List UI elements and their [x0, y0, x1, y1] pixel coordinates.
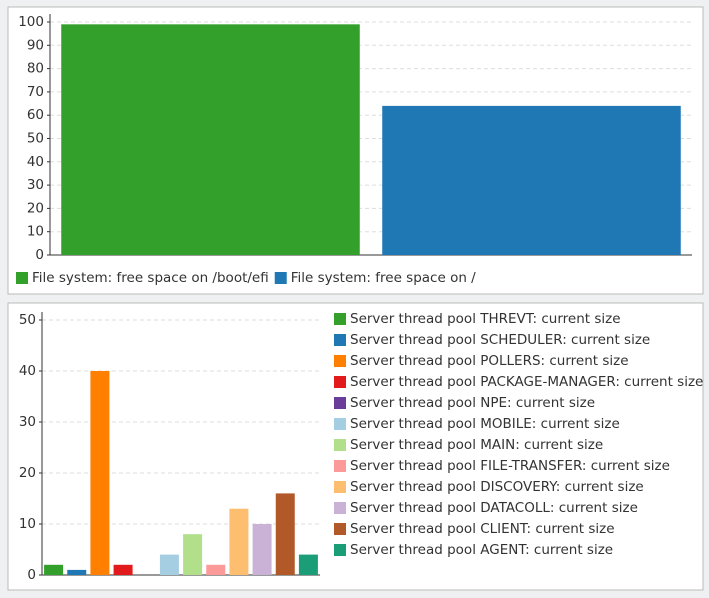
y-tick-label: 0	[27, 567, 36, 583]
legend-label: Server thread pool CLIENT: current size	[350, 521, 615, 537]
bar	[44, 564, 64, 575]
legend-swatch	[334, 502, 346, 514]
legend-swatch	[334, 439, 346, 451]
legend-label: Server thread pool MOBILE: current size	[350, 416, 620, 432]
legend-label: File system: free space on /boot/efi	[32, 270, 269, 286]
legend-label: Server thread pool DATACOLL: current siz…	[350, 500, 638, 516]
legend-label: File system: free space on /	[291, 270, 476, 286]
legend-label: Server thread pool THREVT: current size	[350, 311, 621, 327]
y-tick-label: 100	[18, 14, 44, 30]
bar	[275, 493, 295, 575]
legend-swatch	[334, 376, 346, 388]
legend-label: Server thread pool PACKAGE-MANAGER: curr…	[350, 374, 703, 390]
legend-swatch	[334, 313, 346, 325]
legend-label: Server thread pool FILE-TRANSFER: curren…	[350, 458, 670, 474]
legend-label: Server thread pool MAIN: current size	[350, 437, 603, 453]
bar	[90, 371, 110, 575]
legend-swatch	[334, 460, 346, 472]
bar	[382, 105, 681, 255]
y-tick-label: 60	[27, 107, 44, 123]
bar	[113, 564, 133, 575]
y-tick-label: 50	[19, 312, 36, 328]
y-tick-label: 90	[27, 37, 44, 53]
y-tick-label: 20	[27, 200, 44, 216]
legend-swatch	[334, 544, 346, 556]
bar	[67, 569, 87, 575]
bar	[159, 554, 179, 575]
legend-label: Server thread pool DISCOVERY: current si…	[350, 479, 644, 495]
legend-swatch	[16, 272, 28, 284]
legend-label: Server thread pool POLLERS: current size	[350, 353, 629, 369]
y-tick-label: 40	[27, 154, 44, 170]
y-tick-label: 30	[19, 414, 36, 430]
legend-swatch	[334, 481, 346, 493]
y-tick-label: 0	[35, 247, 44, 263]
bar	[206, 564, 226, 575]
legend-label: Server thread pool AGENT: current size	[350, 542, 613, 558]
legend-swatch	[334, 334, 346, 346]
bar	[61, 24, 360, 255]
y-tick-label: 10	[19, 516, 36, 532]
bar	[252, 524, 272, 575]
bar	[298, 554, 318, 575]
legend-label: Server thread pool SCHEDULER: current si…	[350, 332, 650, 348]
legend-swatch	[334, 523, 346, 535]
legend-swatch	[274, 272, 287, 284]
legend-swatch	[334, 418, 346, 430]
bar	[183, 534, 203, 575]
bar	[229, 508, 249, 575]
legend-label: Server thread pool NPE: current size	[350, 395, 595, 411]
y-tick-label: 80	[27, 61, 44, 77]
y-tick-label: 20	[19, 465, 36, 481]
panel	[7, 302, 704, 591]
y-tick-label: 30	[27, 177, 44, 193]
y-tick-label: 50	[27, 131, 44, 147]
y-tick-label: 10	[27, 224, 44, 240]
y-tick-label: 40	[19, 363, 36, 379]
legend-swatch	[334, 397, 346, 409]
y-tick-label: 70	[27, 84, 44, 100]
legend-swatch	[334, 355, 346, 367]
